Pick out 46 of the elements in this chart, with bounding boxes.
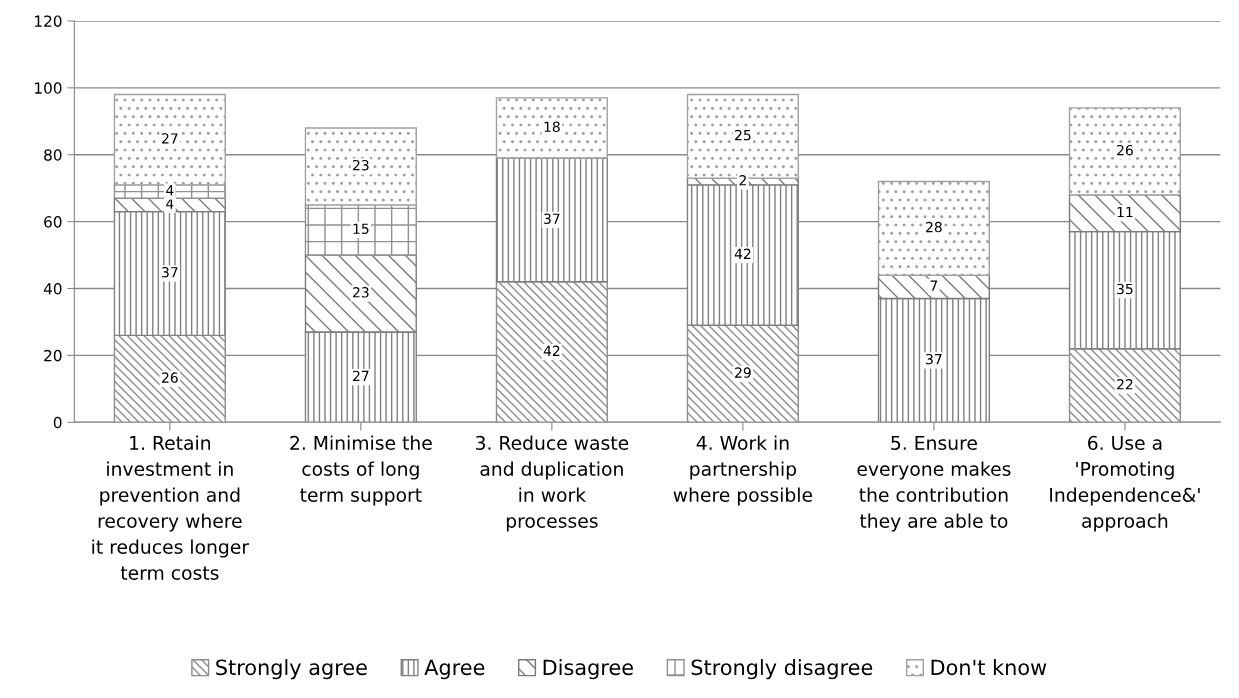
data-label: 11 [1117,206,1133,218]
legend-label: Agree [424,659,485,680]
data-label: 37 [926,353,942,365]
y-tick-label: 120 [35,15,62,27]
data-label: 4 [166,185,174,196]
data-label: 2 [739,175,746,186]
x-tick-label: 3. Reduce waste and duplication in work processes [475,435,629,532]
bar [113,93,226,186]
data-label: 4 [166,198,174,209]
data-label: 42 [543,345,560,356]
y-tick-label: 100 [35,82,62,94]
data-label: 28 [926,221,942,233]
data-label: 15 [353,223,369,235]
data-label: 29 [735,367,751,378]
legend-label: Disagree [543,659,633,680]
bar [495,97,608,159]
data-label: 25 [735,129,751,141]
data-label: 42 [734,248,751,259]
data-label: 37 [544,213,560,224]
data-label: 27 [162,133,178,144]
x-tick-label: 2. Minimise the costs of long term support [290,435,432,506]
y-tick-label: 80 [44,149,62,161]
bar [304,127,417,206]
data-label: 22 [1117,379,1133,390]
bar [1068,107,1181,196]
y-tick-label: 60 [44,216,62,228]
data-label: 26 [1117,144,1133,156]
data-label: 23 [353,287,369,298]
legend-label: Strongly disagree [691,659,873,680]
x-tick-label: 1. Retain investment in prevention and recovery where it reduces longer term costs [92,435,250,580]
bar [877,180,990,276]
data-label: 37 [162,266,178,278]
legend-label: Strongly agree [216,659,367,680]
y-tick-label: 0 [53,416,62,429]
x-tick-label: 4. Work in partnership where possible [673,435,813,506]
x-tick-label: 5. Ensure everyone makes the contribution they are able to [857,436,1011,532]
y-tick-label: 20 [44,349,62,362]
legend-label: Don't know [931,659,1047,676]
data-label: 18 [544,121,560,132]
data-label: 35 [1117,283,1133,295]
y-tick-label: 40 [43,282,62,295]
x-tick-label: 6. Use a 'Promoting Independence&' approach [1050,435,1200,532]
data-label: 7 [930,280,938,291]
data-label: 26 [162,372,178,383]
data-label: 23 [353,159,369,171]
data-label: 27 [353,370,369,381]
